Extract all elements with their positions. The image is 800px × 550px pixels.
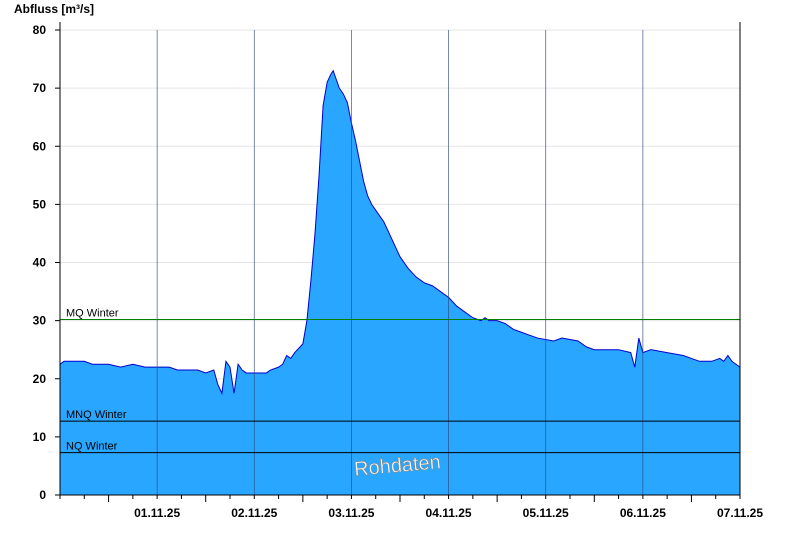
y-tick-label-60: 60 — [33, 139, 47, 153]
reference-label-1: MNQ Winter — [66, 409, 127, 421]
y-tick-label-50: 50 — [33, 197, 47, 211]
y-axis-ticks: 0 10 20 30 40 50 60 70 80 — [33, 23, 60, 502]
series-area-0 — [60, 70, 740, 495]
x-tick-label-0: 01.11.25 — [134, 506, 180, 520]
x-axis-ticks: 01.11.25 02.11.25 03.11.25 04.11.25 05.11.25… — [59, 495, 763, 520]
x-tick-label-6: 07.11.25 — [717, 506, 763, 520]
x-tick-label-3: 04.11.25 — [426, 506, 472, 520]
x-tick-label-4: 05.11.25 — [523, 506, 569, 520]
reference-lines: MQ Winter MNQ Winter NQ Winter — [60, 307, 740, 454]
x-tick-label-1: 02.11.25 — [231, 506, 277, 520]
day-separators — [156, 30, 644, 495]
reference-label-2: NQ Winter — [66, 441, 118, 453]
y-tick-label-20: 20 — [33, 372, 47, 386]
discharge-series — [59, 69, 741, 495]
y-tick-label-0: 0 — [39, 488, 46, 502]
reference-label-0: MQ Winter — [66, 307, 119, 319]
series-line-0 — [59, 69, 741, 396]
y-tick-label-80: 80 — [33, 23, 47, 37]
x-tick-label-5: 06.11.25 — [620, 506, 666, 520]
y-tick-label-10: 10 — [33, 430, 47, 444]
y-tick-label-30: 30 — [33, 314, 47, 328]
chart-title: Abfluss [m³/s] — [14, 2, 94, 16]
y-tick-label-70: 70 — [33, 81, 47, 95]
y-tick-label-40: 40 — [33, 256, 47, 270]
x-tick-label-2: 03.11.25 — [328, 506, 374, 520]
